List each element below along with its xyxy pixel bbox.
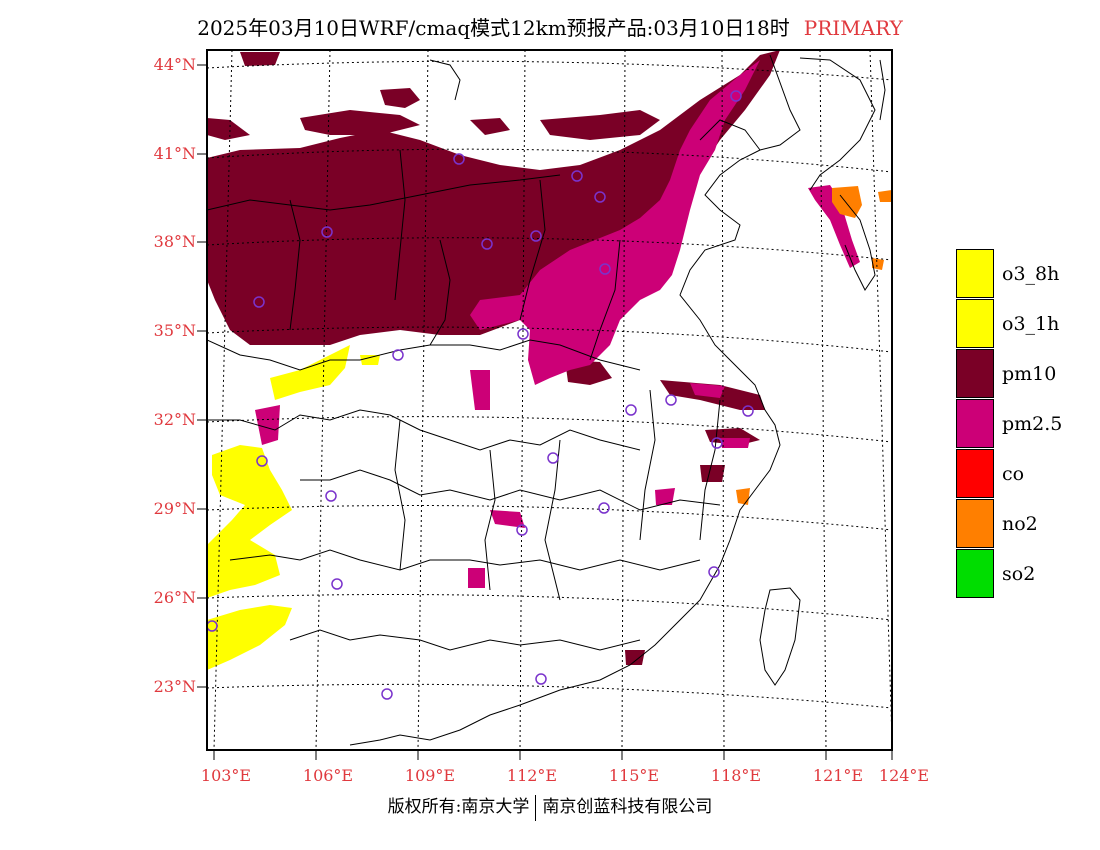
copyright-company: 南京创蓝科技有限公司	[542, 797, 713, 817]
title-primary-tag: PRIMARY	[803, 16, 903, 40]
legend-label: so2	[1002, 563, 1036, 585]
legend-item-o3-1h: o3_1h	[956, 299, 1059, 349]
copyright: 版权所有:南京大学 南京创蓝科技有限公司	[0, 792, 1100, 821]
legend-item-co: co	[956, 449, 1048, 499]
legend-swatch	[956, 349, 994, 398]
pollutant-legend: o3_8h o3_1h pm10 pm2.5 co no2 so2	[956, 249, 1062, 599]
boundaries	[207, 54, 886, 746]
legend-label: no2	[1002, 513, 1038, 535]
lat-label-23n: 23°N	[153, 677, 196, 696]
copyright-owner: 版权所有:南京大学	[387, 797, 530, 817]
legend-item-o3-8h: o3_8h	[956, 249, 1059, 299]
no2-area	[736, 186, 892, 505]
lat-label-41n: 41°N	[153, 144, 196, 163]
legend-item-no2: no2	[956, 499, 1048, 549]
lat-label-26n: 26°N	[153, 588, 196, 607]
map-title: 2025年03月10日WRF/cmaq模式12km预报产品:03月10日18时 P…	[0, 12, 1100, 41]
legend-label: co	[1002, 463, 1025, 485]
lon-label-115e: 115°E	[608, 766, 660, 785]
map-frame	[206, 49, 893, 751]
lon-label-124e: 124°E	[878, 766, 930, 785]
legend-swatch	[956, 499, 994, 548]
tick-marks	[197, 64, 893, 760]
title-main: 2025年03月10日WRF/cmaq模式12km预报产品:03月10日18时	[197, 16, 790, 40]
lat-label-38n: 38°N	[153, 232, 196, 251]
legend-swatch	[956, 449, 994, 498]
legend-swatch	[956, 399, 994, 448]
legend-item-pm10: pm10	[956, 349, 1056, 399]
legend-label: pm10	[1002, 363, 1057, 385]
lat-label-35n: 35°N	[153, 321, 196, 340]
legend-swatch	[956, 299, 994, 348]
graticule	[207, 50, 892, 750]
lon-label-118e: 118°E	[710, 766, 762, 785]
lat-label-32n: 32°N	[153, 410, 196, 429]
legend-label: o3_1h	[1002, 313, 1060, 335]
lon-label-109e: 109°E	[404, 766, 456, 785]
legend-swatch	[956, 249, 994, 298]
legend-item-pm25: pm2.5	[956, 399, 1062, 449]
lon-label-106e: 106°E	[302, 766, 354, 785]
legend-label: pm2.5	[1002, 413, 1063, 435]
copyright-divider	[535, 794, 537, 821]
lon-label-121e: 121°E	[812, 766, 864, 785]
o3-area	[207, 345, 380, 670]
legend-item-so2: so2	[956, 549, 1048, 599]
lat-label-44n: 44°N	[153, 55, 196, 74]
lat-label-29n: 29°N	[153, 499, 196, 518]
legend-swatch	[956, 549, 994, 598]
legend-label: o3_8h	[1002, 263, 1060, 285]
lon-label-103e: 103°E	[200, 766, 252, 785]
station-markers	[207, 90, 754, 700]
lon-label-112e: 112°E	[506, 766, 558, 785]
